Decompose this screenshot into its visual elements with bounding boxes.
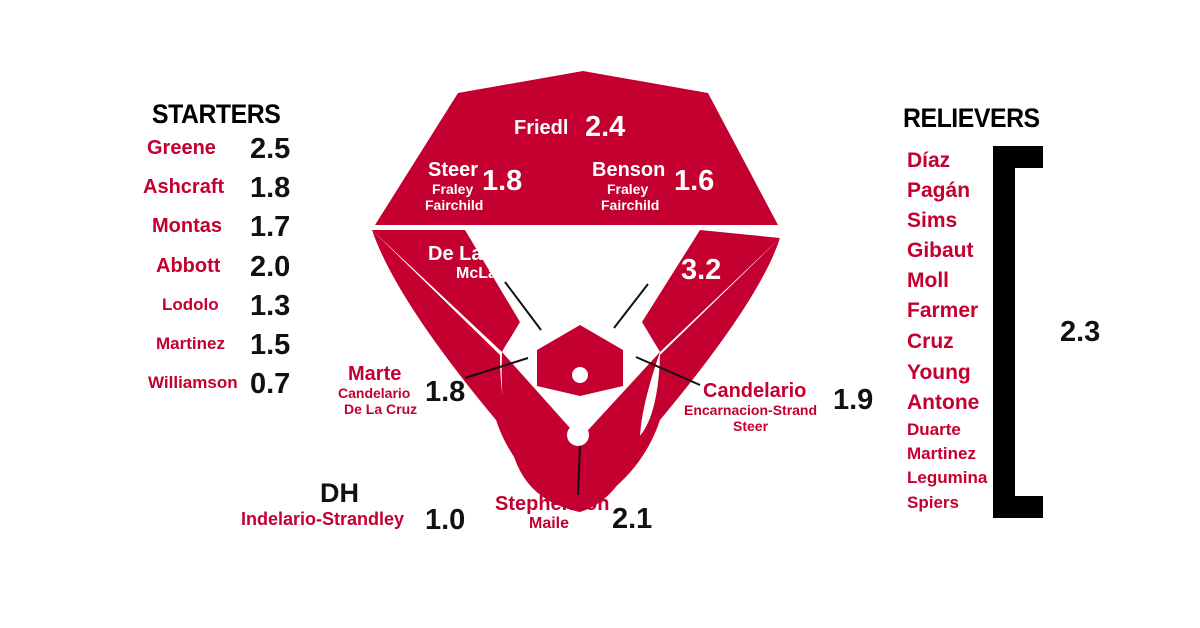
c-name: Stephenson (495, 493, 610, 515)
c-pointer (577, 445, 581, 496)
reliever-name: Díaz (907, 149, 951, 172)
relievers-header: RELIEVERS (903, 103, 1040, 133)
3b-sub: Candelario (338, 385, 411, 401)
rf-sub: Fraley (607, 181, 649, 197)
ss-pointer (504, 281, 542, 331)
ss-value: 2.9 (542, 254, 583, 286)
relievers-bracket (993, 146, 1015, 518)
starter-value: 0.7 (250, 368, 291, 400)
rf-value: 1.6 (674, 165, 715, 197)
starter-value: 1.5 (250, 329, 291, 361)
reliever-name: Martinez (907, 444, 976, 463)
dh-name: Indelario-Strandley (241, 509, 405, 529)
2b-value: 3.2 (681, 254, 722, 286)
c-sub: Maile (529, 515, 570, 532)
starter-name: Montas (152, 215, 222, 237)
starter-value: 2.5 (250, 133, 291, 165)
reliever-name: Antone (907, 391, 980, 414)
lf-value: 1.8 (482, 165, 523, 197)
1b-name: Candelario (703, 380, 807, 402)
reliever-name: Young (907, 361, 971, 384)
starter-value: 1.7 (250, 211, 291, 243)
lf-sub: Fraley (432, 181, 474, 197)
reliever-name: Spiers (907, 493, 959, 512)
3b-pointer (464, 357, 529, 379)
1b-sub: Encarnacion-Strand (684, 402, 818, 418)
starter-name: Abbott (156, 255, 221, 277)
cf-name: Friedl (514, 117, 569, 139)
1b-sub: Steer (733, 418, 769, 434)
rf-sub: Fairchild (601, 197, 660, 213)
starter-value: 1.3 (250, 290, 291, 322)
reliever-name: Sims (907, 209, 958, 232)
3b-name: Marte (348, 363, 402, 385)
2b-pointer (613, 283, 649, 329)
starter-value: 1.8 (250, 172, 291, 204)
pitchers-mound (572, 367, 588, 383)
right-foul-strip (642, 230, 780, 352)
relievers-bracket-top (993, 146, 1043, 168)
rf-name: Benson (592, 159, 666, 181)
lf-name: Steer (428, 159, 479, 181)
reliever-name: Duarte (907, 420, 961, 439)
lf-sub: Fairchild (425, 197, 484, 213)
1b-pointer (635, 356, 701, 386)
starter-name: Williamson (148, 373, 238, 392)
starters-header: STARTERS (152, 99, 281, 129)
relievers-bracket-bottom (993, 496, 1043, 518)
dh-header: DH (320, 478, 359, 508)
reliever-name: Legumina (907, 468, 988, 487)
2b-sub: India (621, 265, 659, 282)
cf-value: 2.4 (585, 111, 626, 143)
ss-sub: McLain (456, 265, 512, 282)
reliever-name: Cruz (907, 330, 954, 353)
home-plate-circle (567, 424, 589, 446)
reliever-name: Farmer (907, 299, 979, 322)
starter-value: 2.0 (250, 251, 291, 283)
reliever-name: Moll (907, 269, 949, 292)
reliever-name: Pagán (907, 179, 971, 202)
relievers-value: 2.3 (1060, 316, 1101, 348)
1b-value: 1.9 (833, 384, 874, 416)
2b-name: McLain (607, 243, 676, 265)
starter-name: Greene (147, 137, 216, 159)
reliever-name: Gibaut (907, 239, 974, 262)
outfield-shape (375, 71, 778, 225)
3b-sub: De La Cruz (344, 401, 418, 417)
starter-name: Martinez (156, 334, 225, 353)
lower-wedge (372, 230, 780, 512)
3b-value: 1.8 (425, 376, 466, 408)
c-value: 2.1 (612, 503, 653, 535)
ss-name: De La Cruz (428, 243, 533, 265)
dh-value: 1.0 (425, 504, 466, 536)
starter-name: Lodolo (162, 295, 219, 314)
infield-grass (537, 325, 623, 396)
left-foul-strip (372, 230, 520, 352)
starter-name: Ashcraft (143, 176, 225, 198)
